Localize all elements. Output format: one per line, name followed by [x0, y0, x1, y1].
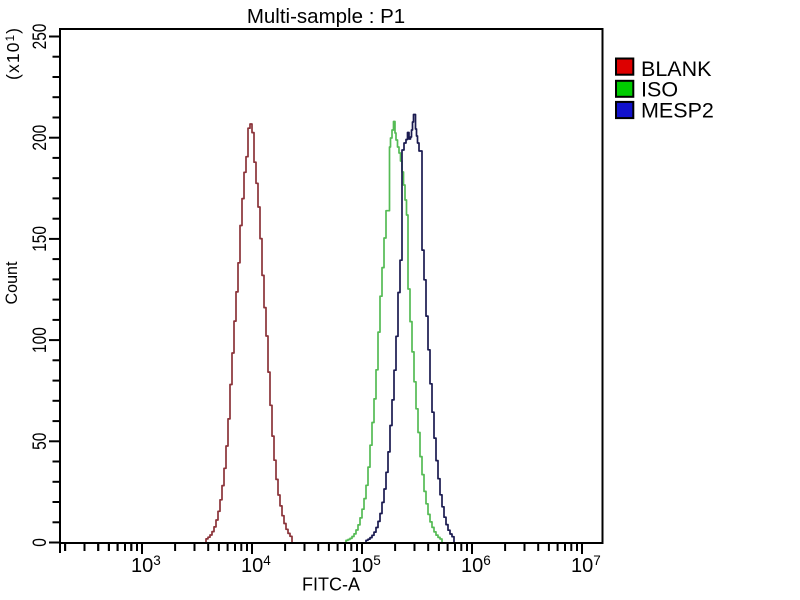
svg-text:150: 150	[29, 226, 51, 252]
svg-text:0: 0	[29, 538, 51, 547]
svg-text:100: 100	[29, 327, 51, 353]
svg-text:Count: Count	[2, 261, 21, 304]
svg-text:50: 50	[29, 433, 51, 450]
svg-text:MESP2: MESP2	[641, 98, 714, 122]
svg-text:ISO: ISO	[641, 77, 678, 101]
svg-text:Multi-sample : P1: Multi-sample : P1	[247, 5, 405, 28]
svg-text:250: 250	[29, 23, 51, 49]
svg-text:FITC-A: FITC-A	[302, 574, 361, 595]
svg-text:BLANK: BLANK	[641, 57, 712, 81]
svg-text:200: 200	[29, 125, 51, 151]
